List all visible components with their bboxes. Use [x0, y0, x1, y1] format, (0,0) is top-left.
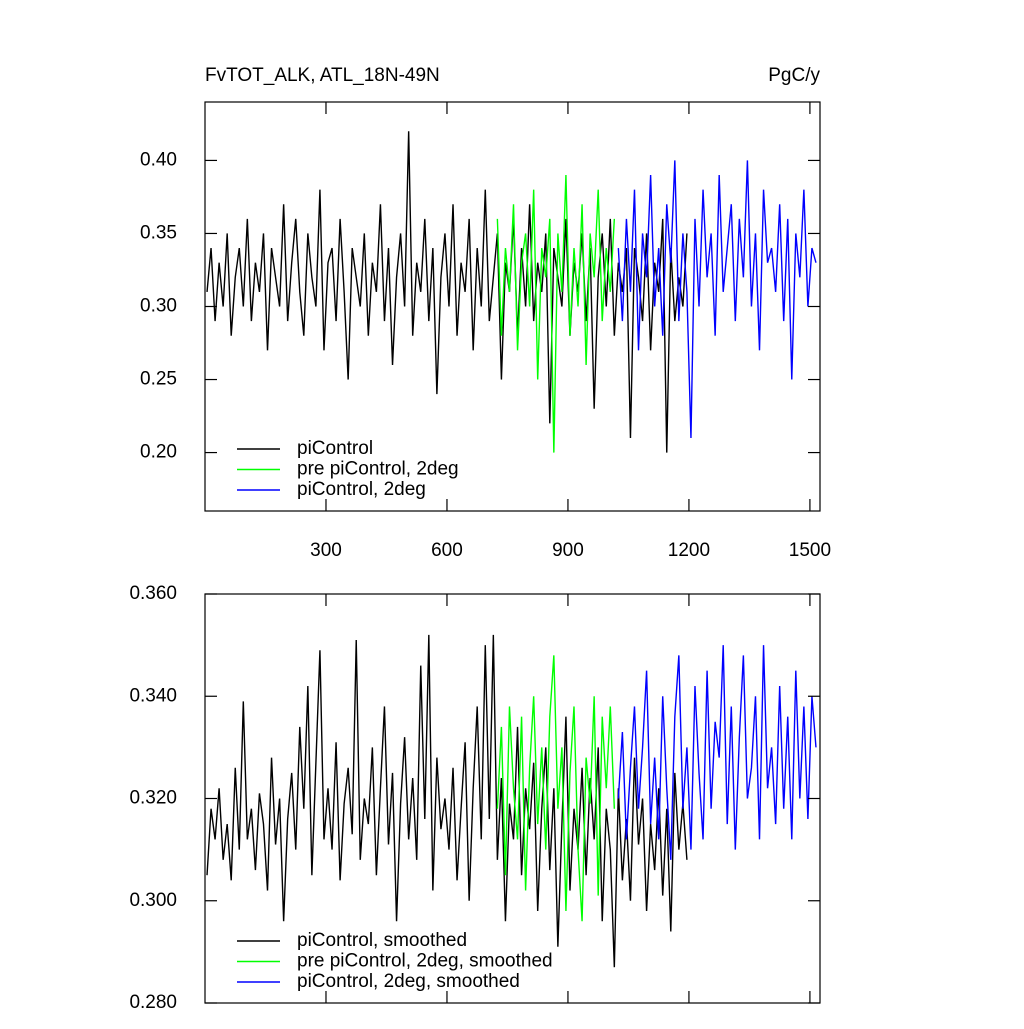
y-tick-label: 0.30 — [140, 296, 177, 317]
x-tick-label: 900 — [552, 540, 584, 561]
x-tick-label: 300 — [310, 540, 342, 561]
x-tick-label: 600 — [431, 540, 463, 561]
legend-label: piControl, 2deg, smoothed — [297, 971, 520, 992]
y-tick-label: 0.300 — [129, 890, 177, 911]
y-tick-label: 0.40 — [140, 149, 177, 170]
y-tick-label: 0.360 — [129, 583, 177, 604]
series-line — [496, 655, 616, 922]
chart-title: FvTOT_ALK, ATL_18N-49N — [205, 65, 440, 86]
y-tick-label: 0.320 — [129, 788, 177, 809]
series-line — [496, 175, 616, 453]
legend-label: piControl, 2deg — [297, 479, 426, 500]
series-line — [206, 131, 688, 453]
legend-label: piControl — [297, 438, 373, 459]
x-tick-label: 1500 — [789, 540, 831, 561]
x-tick-label: 1200 — [668, 540, 710, 561]
units-label: PgC/y — [768, 65, 820, 86]
legend-label: pre piControl, 2deg — [297, 459, 459, 480]
y-tick-label: 0.340 — [129, 685, 177, 706]
y-tick-label: 0.20 — [140, 442, 177, 463]
y-tick-label: 0.280 — [129, 992, 177, 1013]
y-tick-label: 0.25 — [140, 369, 177, 390]
series-line — [206, 634, 688, 968]
series-line — [617, 160, 817, 438]
legend-label: pre piControl, 2deg, smoothed — [297, 951, 553, 972]
y-tick-label: 0.35 — [140, 222, 177, 243]
series-line — [617, 645, 817, 860]
legend-label: piControl, smoothed — [297, 930, 467, 951]
